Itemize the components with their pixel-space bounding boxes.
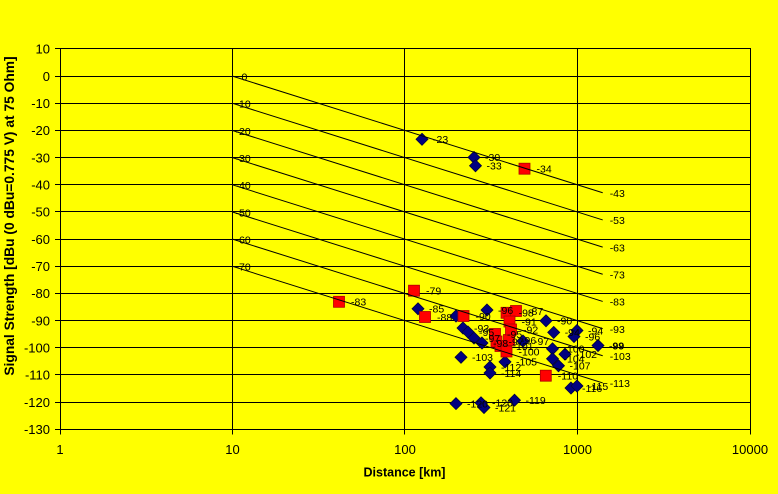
svg-text:-30: -30 [31,150,50,165]
svg-text:-101: -101 [513,341,534,353]
svg-text:-83: -83 [351,297,366,309]
svg-text:-96: -96 [521,335,536,347]
svg-text:-97: -97 [534,336,549,348]
svg-text:-20: -20 [31,123,50,138]
svg-text:10: 10 [36,42,50,57]
svg-text:0: 0 [242,71,248,83]
svg-text:-120: -120 [467,398,488,410]
svg-text:-34: -34 [537,164,552,176]
svg-text:-88: -88 [437,312,452,324]
svg-text:-102: -102 [576,349,597,361]
svg-text:-94: -94 [565,327,580,339]
svg-text:-93: -93 [474,323,489,335]
svg-text:-85: -85 [429,304,444,316]
svg-text:-107: -107 [570,361,591,373]
svg-text:-90: -90 [31,313,50,328]
svg-text:-100: -100 [519,346,540,358]
svg-text:-119: -119 [526,395,546,407]
svg-text:-87: -87 [528,306,543,318]
svg-text:-110: -110 [558,371,578,383]
svg-text:-91: -91 [522,316,537,328]
svg-text:-70: -70 [31,259,50,274]
svg-text:-110: -110 [25,368,50,383]
svg-text:-79: -79 [426,286,441,298]
svg-text:-97: -97 [509,336,524,348]
svg-text:-104: -104 [564,354,585,366]
svg-text:-70: -70 [236,262,251,274]
svg-text:-10: -10 [31,96,50,111]
svg-text:-115: -115 [588,381,608,393]
svg-text:-20: -20 [236,126,251,138]
svg-text:-90: -90 [476,311,491,323]
svg-text:-50: -50 [31,205,50,220]
svg-text:-112: -112 [501,362,521,374]
svg-text:-120: -120 [492,398,513,410]
svg-text:0: 0 [43,69,50,84]
svg-text:-30: -30 [236,153,251,165]
svg-text:-95: -95 [479,327,494,339]
svg-text:-98: -98 [519,308,534,320]
svg-text:-50: -50 [236,207,251,219]
svg-text:-92: -92 [523,324,538,336]
svg-text:-73: -73 [610,270,625,282]
svg-text:-23: -23 [433,134,448,146]
svg-text:-103: -103 [472,352,493,364]
svg-text:-43: -43 [610,188,625,200]
svg-text:-98: -98 [493,338,508,350]
svg-text:-94: -94 [588,325,603,337]
svg-text:-113: -113 [610,378,630,390]
svg-text:-100: -100 [564,344,585,356]
svg-text:Distance [km]: Distance [km] [364,466,446,480]
svg-text:-90: -90 [557,316,572,328]
svg-text:10: 10 [225,442,239,457]
svg-text:-103: -103 [610,351,631,363]
svg-text:-105: -105 [516,357,537,369]
svg-text:-95: -95 [507,329,522,341]
svg-text:-63: -63 [610,242,625,254]
svg-text:-60: -60 [31,232,50,247]
svg-text:-93: -93 [610,324,625,336]
svg-text:-10: -10 [236,99,251,111]
svg-text:-53: -53 [610,215,625,227]
svg-text:100: 100 [394,442,416,457]
svg-text:-80: -80 [31,286,50,301]
svg-text:-99: -99 [609,340,624,352]
svg-text:-40: -40 [31,178,50,193]
svg-text:-114: -114 [501,368,521,380]
svg-text:-120: -120 [24,395,50,410]
svg-text:-60: -60 [236,234,251,246]
svg-text:-121: -121 [495,402,516,414]
svg-text:10000: 10000 [732,442,768,457]
svg-text:-96: -96 [498,305,513,317]
svg-text:-96: -96 [585,331,600,343]
svg-text:-30: -30 [485,152,500,164]
svg-text:-116: -116 [582,383,602,395]
svg-text:-40: -40 [236,180,251,192]
svg-text:-130: -130 [24,422,50,437]
svg-text:1000: 1000 [563,442,592,457]
svg-text:-33: -33 [487,161,502,173]
svg-text:-83: -83 [610,297,625,309]
svg-text:-97: -97 [485,333,500,345]
svg-text:1: 1 [56,442,63,457]
svg-text:Signal Strength [dBu (0 dBu=0.: Signal Strength [dBu (0 dBu=0.775 V) at … [2,56,17,375]
svg-text:-100: -100 [24,341,50,356]
